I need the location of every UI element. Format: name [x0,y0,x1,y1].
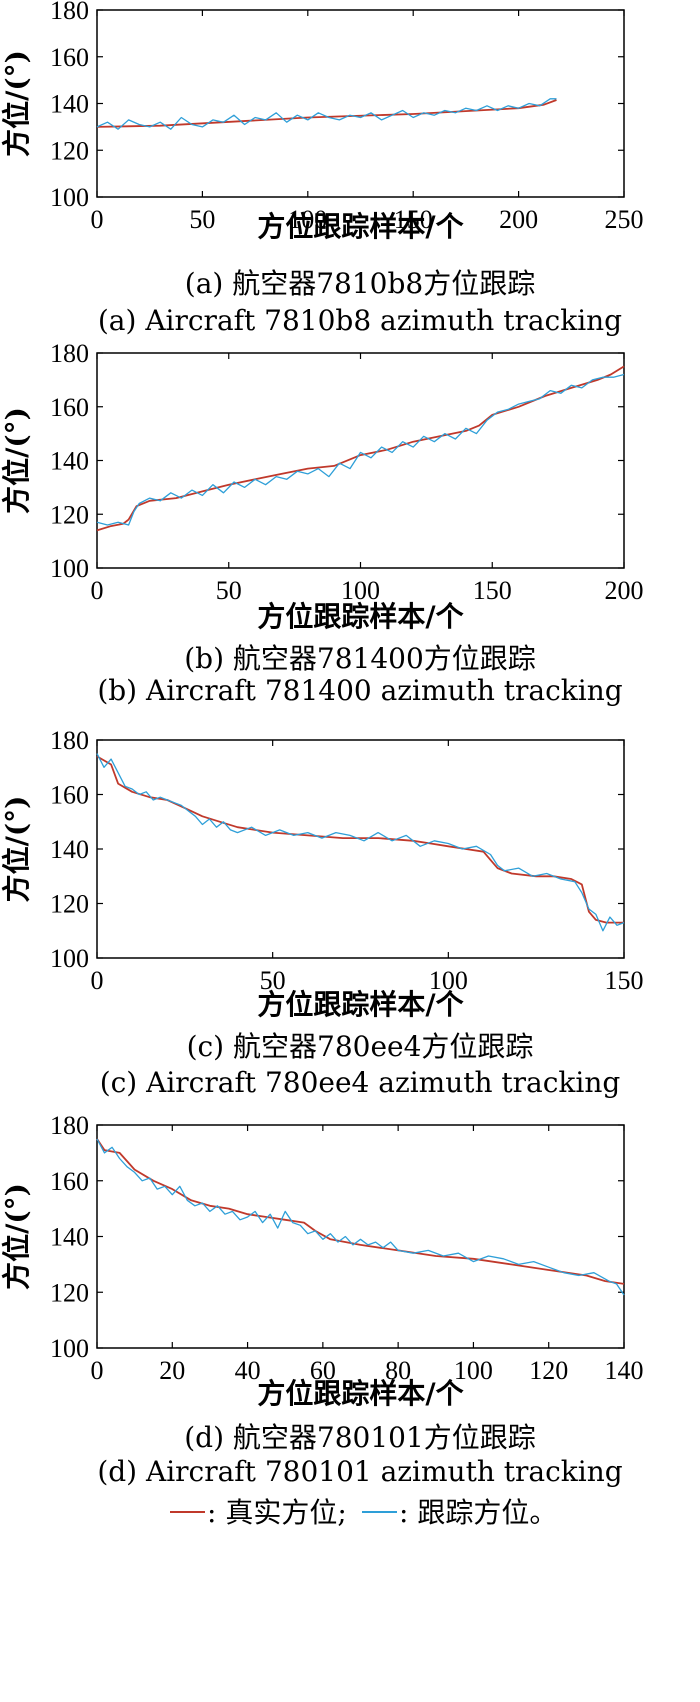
x-tick-label: 100 [341,576,380,605]
x-tick-label: 50 [216,576,242,605]
caption-english: (b) Aircraft 781400 azimuth tracking [97,674,622,707]
y-axis-label: 方位/(°) [0,50,33,157]
caption-english: (c) Aircraft 780ee4 azimuth tracking [100,1066,621,1099]
y-tick-label: 120 [50,500,89,529]
x-tick-label: 150 [605,966,644,995]
x-tick-label: 120 [529,1356,568,1385]
legend-label-true-azimuth: : 真实方位; [207,1496,347,1529]
series-line-true-azimuth [96,365,625,532]
x-tick-label: 50 [189,205,215,234]
series-line-tracked-azimuth [96,1138,625,1296]
x-axis-label: 方位跟踪样本/个 [257,210,464,243]
y-tick-label: 160 [50,43,89,72]
y-axis-label: 方位/(°) [0,407,33,514]
x-tick-label: 100 [288,205,327,234]
x-tick-label: 0 [91,205,104,234]
x-axis-label: 方位跟踪样本/个 [257,1377,464,1410]
caption-chinese: (b) 航空器781400方位跟踪 [184,642,536,675]
caption-chinese: (d) 航空器780101方位跟踪 [184,1421,536,1454]
plot-frame [96,352,625,569]
y-tick-label: 120 [50,1278,89,1307]
x-tick-label: 150 [473,576,512,605]
caption-chinese: (a) 航空器7810b8方位跟踪 [185,267,535,300]
caption-english: (a) Aircraft 7810b8 azimuth tracking [98,304,622,337]
y-tick-label: 140 [50,447,89,476]
y-tick-label: 120 [50,136,89,165]
x-axis-label: 方位跟踪样本/个 [257,988,464,1021]
series-line-true-azimuth [96,1138,625,1285]
plot-frame [96,1124,625,1349]
y-tick-label: 100 [50,944,89,973]
plot-frame [96,739,625,959]
x-tick-label: 100 [429,966,468,995]
legend: : 真实方位; : 跟踪方位。 [170,1496,557,1529]
y-tick-label: 180 [50,339,89,368]
x-tick-label: 100 [454,1356,493,1385]
series-line-true-azimuth [96,99,557,128]
y-tick-label: 140 [50,1223,89,1252]
series-line-tracked-azimuth [96,373,625,526]
y-tick-label: 160 [50,393,89,422]
x-tick-label: 40 [235,1356,261,1385]
y-tick-label: 180 [50,0,89,25]
x-tick-label: 20 [159,1356,185,1385]
y-tick-label: 100 [50,1334,89,1363]
y-axis-label: 方位/(°) [0,796,33,903]
x-tick-label: 140 [605,1356,644,1385]
x-tick-label: 0 [91,576,104,605]
chart-panel-a: 100 120 140 160 180 0 50 100 150 200 250 方位跟踪样本/个 方位… [0,0,644,337]
series-line-tracked-azimuth [96,98,557,130]
x-tick-label: 0 [91,1356,104,1385]
x-axis-label: 方位跟踪样本/个 [257,600,464,633]
x-tick-label: 250 [605,205,644,234]
x-tick-label: 150 [394,205,433,234]
series-line-tracked-azimuth [96,753,625,932]
y-axis-label: 方位/(°) [0,1183,33,1290]
y-tick-label: 100 [50,554,89,583]
x-tick-label: 80 [385,1356,411,1385]
y-tick-label: 180 [50,726,89,755]
y-tick-label: 140 [50,90,89,119]
caption-chinese: (c) 航空器780ee4方位跟踪 [187,1030,534,1063]
y-tick-label: 180 [50,1111,89,1140]
x-tick-label: 200 [605,576,644,605]
chart-panel-c: 100 120 140 160 180 0 50 100 150 方位跟踪样本/个 方位/(°) (c… [0,726,644,1099]
x-tick-label: 50 [260,966,286,995]
y-tick-label: 140 [50,835,89,864]
chart-panel-b: 100 120 140 160 180 0 50 100 150 200 方位跟踪样本/个 方位/(°… [0,339,644,707]
x-tick-label: 200 [499,205,538,234]
chart-panel-d: 100 120 140 160 180 0 20 40 60 80 100 120 140 方位跟踪样本/… [0,1111,644,1488]
y-tick-label: 120 [50,890,89,919]
x-tick-label: 0 [91,966,104,995]
y-tick-label: 160 [50,781,89,810]
legend-label-tracked-azimuth: : 跟踪方位。 [399,1496,557,1529]
caption-english: (d) Aircraft 780101 azimuth tracking [97,1455,622,1488]
y-tick-label: 160 [50,1167,89,1196]
y-tick-label: 100 [50,183,89,212]
x-tick-label: 60 [310,1356,336,1385]
